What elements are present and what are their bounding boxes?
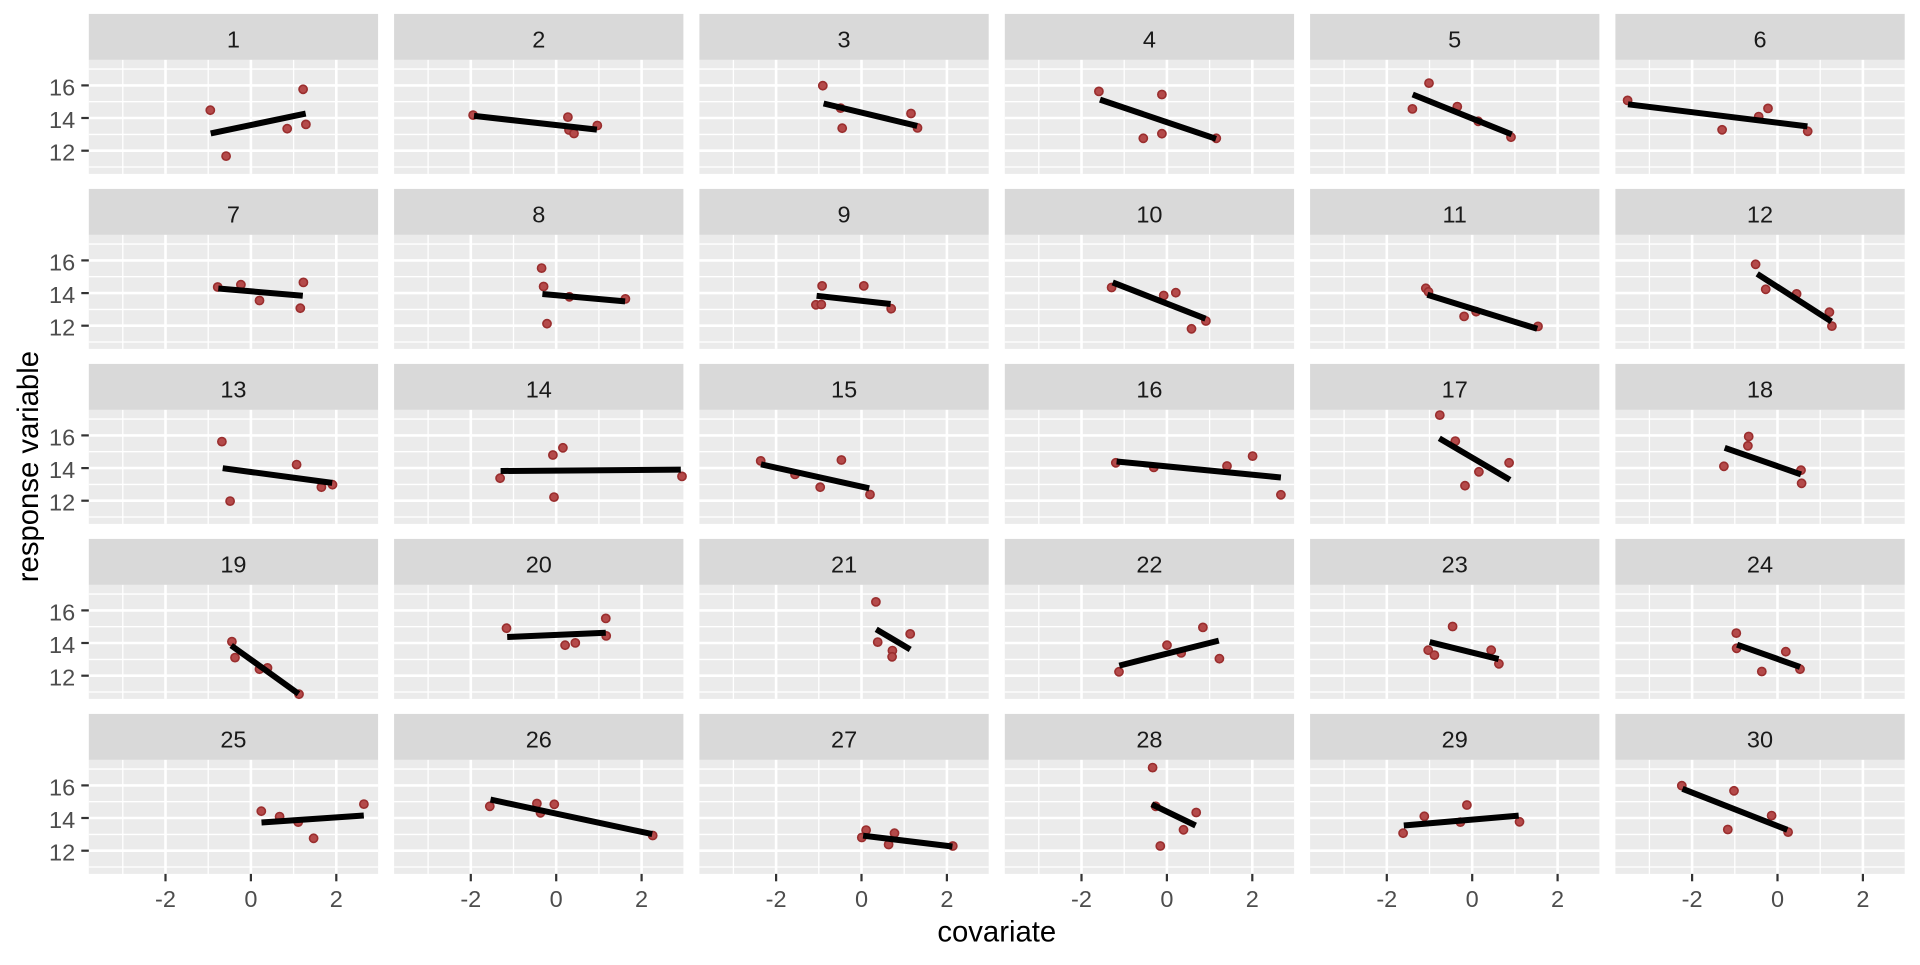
svg-text:22: 22 — [1136, 551, 1162, 577]
svg-text:23: 23 — [1442, 551, 1468, 577]
svg-text:-2: -2 — [1376, 886, 1397, 912]
svg-text:30: 30 — [1747, 726, 1773, 752]
svg-text:12: 12 — [1747, 201, 1773, 227]
svg-text:14: 14 — [49, 107, 75, 133]
svg-text:0: 0 — [1160, 886, 1173, 912]
svg-text:24: 24 — [1747, 551, 1773, 577]
svg-text:14: 14 — [526, 376, 552, 402]
svg-text:11: 11 — [1442, 201, 1466, 227]
svg-text:0: 0 — [1771, 886, 1784, 912]
svg-text:0: 0 — [550, 886, 563, 912]
svg-text:14: 14 — [49, 807, 75, 833]
svg-text:20: 20 — [526, 551, 552, 577]
svg-text:13: 13 — [220, 376, 246, 402]
svg-text:-2: -2 — [1682, 886, 1703, 912]
svg-text:14: 14 — [49, 457, 75, 483]
svg-text:0: 0 — [244, 886, 257, 912]
svg-text:2: 2 — [635, 886, 648, 912]
svg-text:14: 14 — [49, 282, 75, 308]
svg-text:16: 16 — [1136, 376, 1162, 402]
svg-text:12: 12 — [49, 840, 75, 866]
svg-text:2: 2 — [940, 886, 953, 912]
svg-text:1: 1 — [227, 26, 240, 52]
svg-text:17: 17 — [1442, 376, 1468, 402]
svg-text:25: 25 — [220, 726, 246, 752]
svg-text:9: 9 — [838, 201, 851, 227]
svg-text:2: 2 — [1551, 886, 1564, 912]
svg-text:5: 5 — [1448, 26, 1461, 52]
svg-text:0: 0 — [855, 886, 868, 912]
svg-text:2: 2 — [330, 886, 343, 912]
svg-text:16: 16 — [49, 599, 75, 625]
svg-text:12: 12 — [49, 490, 75, 516]
svg-text:16: 16 — [49, 424, 75, 450]
svg-text:12: 12 — [49, 315, 75, 341]
svg-text:28: 28 — [1136, 726, 1162, 752]
svg-text:18: 18 — [1747, 376, 1773, 402]
svg-text:14: 14 — [49, 632, 75, 658]
svg-text:12: 12 — [49, 140, 75, 166]
svg-text:12: 12 — [49, 665, 75, 691]
svg-text:19: 19 — [220, 551, 246, 577]
svg-text:-2: -2 — [766, 886, 787, 912]
svg-text:4: 4 — [1143, 26, 1156, 52]
svg-text:26: 26 — [526, 726, 552, 752]
svg-text:27: 27 — [831, 726, 857, 752]
svg-text:0: 0 — [1466, 886, 1479, 912]
svg-text:16: 16 — [49, 774, 75, 800]
svg-text:3: 3 — [838, 26, 851, 52]
svg-text:15: 15 — [831, 376, 857, 402]
svg-text:-2: -2 — [1071, 886, 1092, 912]
svg-text:8: 8 — [532, 201, 545, 227]
svg-text:21: 21 — [831, 551, 857, 577]
svg-text:7: 7 — [227, 201, 240, 227]
svg-text:6: 6 — [1753, 26, 1766, 52]
svg-text:2: 2 — [532, 26, 545, 52]
svg-text:2: 2 — [1246, 886, 1259, 912]
svg-text:2: 2 — [1856, 886, 1869, 912]
svg-text:-2: -2 — [155, 886, 176, 912]
svg-text:10: 10 — [1136, 201, 1162, 227]
svg-text:response variable: response variable — [12, 351, 45, 582]
svg-text:covariate: covariate — [937, 916, 1056, 949]
svg-text:16: 16 — [49, 74, 75, 100]
svg-text:16: 16 — [49, 249, 75, 275]
svg-text:-2: -2 — [460, 886, 481, 912]
svg-text:29: 29 — [1442, 726, 1468, 752]
